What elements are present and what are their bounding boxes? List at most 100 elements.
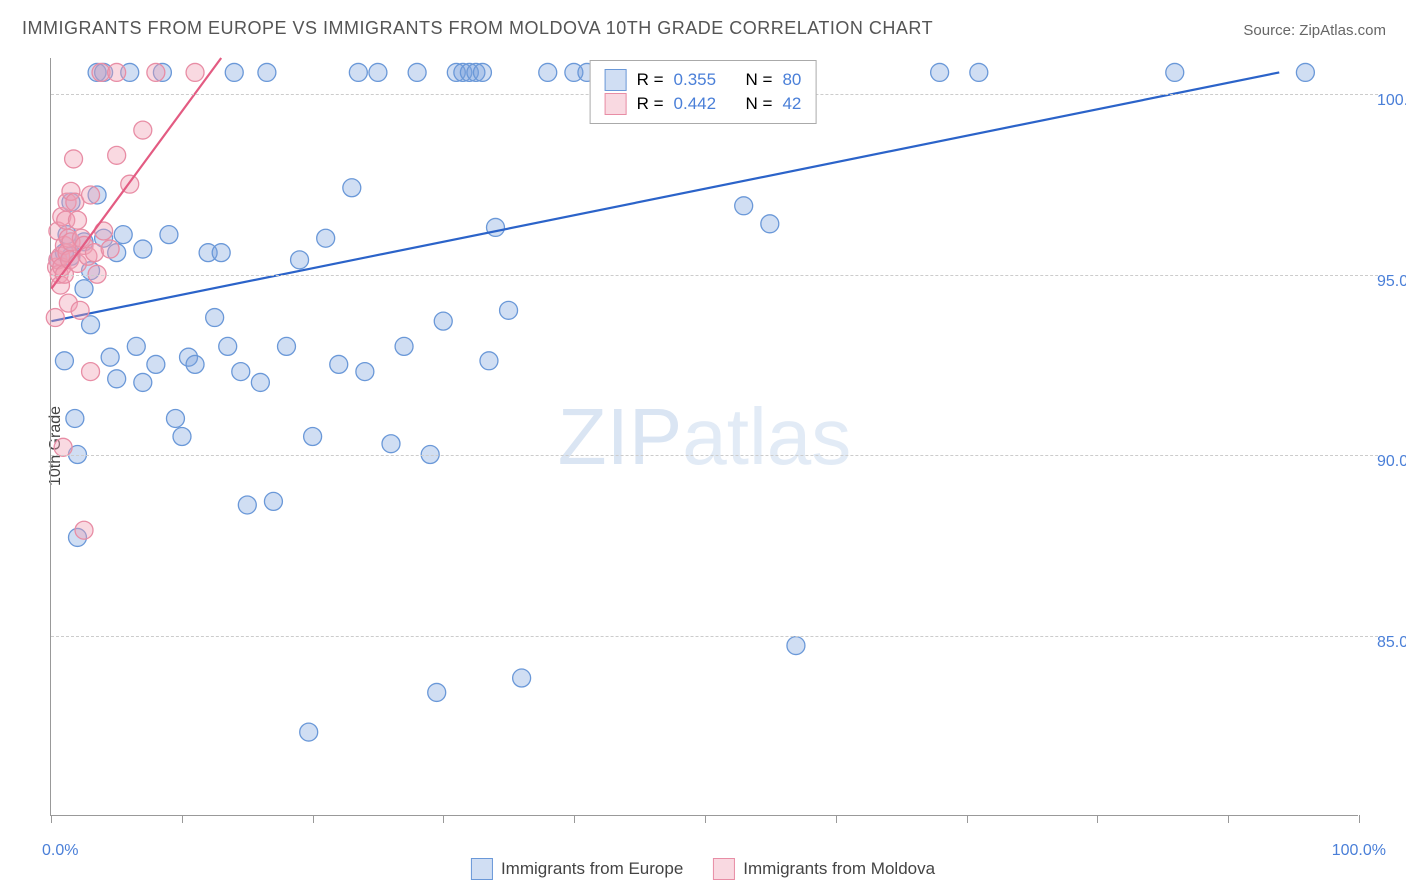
r-value-moldova: 0.442 <box>674 94 717 114</box>
legend-item-europe: Immigrants from Europe <box>471 858 683 880</box>
data-point <box>166 409 184 427</box>
data-point <box>232 363 250 381</box>
data-point <box>85 244 103 262</box>
data-point <box>69 211 87 229</box>
data-point <box>487 218 505 236</box>
data-point <box>75 280 93 298</box>
data-point <box>82 186 100 204</box>
source-label: Source: <box>1243 22 1299 39</box>
data-point <box>65 150 83 168</box>
data-point <box>356 363 374 381</box>
data-point <box>291 251 309 269</box>
chart-title: IMMIGRANTS FROM EUROPE VS IMMIGRANTS FRO… <box>22 18 933 39</box>
data-point <box>82 363 100 381</box>
data-point <box>219 337 237 355</box>
data-point <box>186 63 204 81</box>
data-point <box>787 637 805 655</box>
series-legend: Immigrants from Europe Immigrants from M… <box>471 858 935 880</box>
data-point <box>513 669 531 687</box>
data-point <box>1166 63 1184 81</box>
data-point <box>735 197 753 215</box>
data-point <box>114 226 132 244</box>
data-point <box>206 309 224 327</box>
correlation-legend: R = 0.355 N = 80 R = 0.442 N = 42 <box>590 60 817 124</box>
swatch-europe-bottom <box>471 858 493 880</box>
x-tick-max: 100.0% <box>1332 842 1386 860</box>
y-tick-label: 95.0% <box>1377 273 1406 291</box>
legend-item-moldova: Immigrants from Moldova <box>713 858 935 880</box>
y-tick-label: 100.0% <box>1377 92 1406 110</box>
data-point <box>343 179 361 197</box>
legend-label-moldova: Immigrants from Moldova <box>743 859 935 879</box>
swatch-moldova-bottom <box>713 858 735 880</box>
r-value-europe: 0.355 <box>674 70 717 90</box>
data-point <box>500 301 518 319</box>
data-point <box>931 63 949 81</box>
source-value: ZipAtlas.com <box>1299 22 1386 39</box>
gridline-h <box>51 275 1378 276</box>
chart-svg <box>51 58 1358 815</box>
data-point <box>473 63 491 81</box>
x-tick <box>182 815 183 823</box>
data-point <box>258 63 276 81</box>
data-point <box>160 226 178 244</box>
data-point <box>1296 63 1314 81</box>
x-tick <box>313 815 314 823</box>
data-point <box>330 355 348 373</box>
swatch-europe <box>605 69 627 91</box>
data-point <box>108 370 126 388</box>
data-point <box>66 409 84 427</box>
data-point <box>225 63 243 81</box>
data-point <box>127 337 145 355</box>
data-point <box>75 521 93 539</box>
data-point <box>480 352 498 370</box>
plot-area: ZIPatlas 85.0%90.0%95.0%100.0% <box>50 58 1358 816</box>
n-label: N = <box>746 70 773 90</box>
data-point <box>108 146 126 164</box>
r-label: R = <box>637 70 664 90</box>
data-point <box>428 683 446 701</box>
data-point <box>147 355 165 373</box>
data-point <box>382 435 400 453</box>
y-tick-label: 85.0% <box>1377 634 1406 652</box>
x-tick <box>574 815 575 823</box>
x-tick <box>443 815 444 823</box>
legend-label-europe: Immigrants from Europe <box>501 859 683 879</box>
data-point <box>212 244 230 262</box>
data-point <box>101 240 119 258</box>
gridline-h <box>51 455 1378 456</box>
swatch-moldova <box>605 93 627 115</box>
data-point <box>349 63 367 81</box>
data-point <box>395 337 413 355</box>
x-tick-min: 0.0% <box>42 842 78 860</box>
data-point <box>46 309 64 327</box>
legend-row-moldova: R = 0.442 N = 42 <box>605 93 802 115</box>
x-tick <box>1097 815 1098 823</box>
data-point <box>147 63 165 81</box>
data-point <box>134 121 152 139</box>
x-tick <box>967 815 968 823</box>
n-value-moldova: 42 <box>782 94 801 114</box>
x-tick <box>51 815 52 823</box>
x-tick <box>1228 815 1229 823</box>
r-label: R = <box>637 94 664 114</box>
data-point <box>369 63 387 81</box>
data-point <box>134 373 152 391</box>
x-tick <box>705 815 706 823</box>
legend-row-europe: R = 0.355 N = 80 <box>605 69 802 91</box>
n-label: N = <box>746 94 773 114</box>
data-point <box>134 240 152 258</box>
gridline-h <box>51 636 1378 637</box>
data-point <box>54 438 72 456</box>
x-tick <box>836 815 837 823</box>
data-point <box>278 337 296 355</box>
data-point <box>173 428 191 446</box>
data-point <box>304 428 322 446</box>
data-point <box>264 492 282 510</box>
data-point <box>101 348 119 366</box>
data-point <box>251 373 269 391</box>
data-point <box>434 312 452 330</box>
data-point <box>238 496 256 514</box>
data-point <box>71 301 89 319</box>
data-point <box>408 63 426 81</box>
